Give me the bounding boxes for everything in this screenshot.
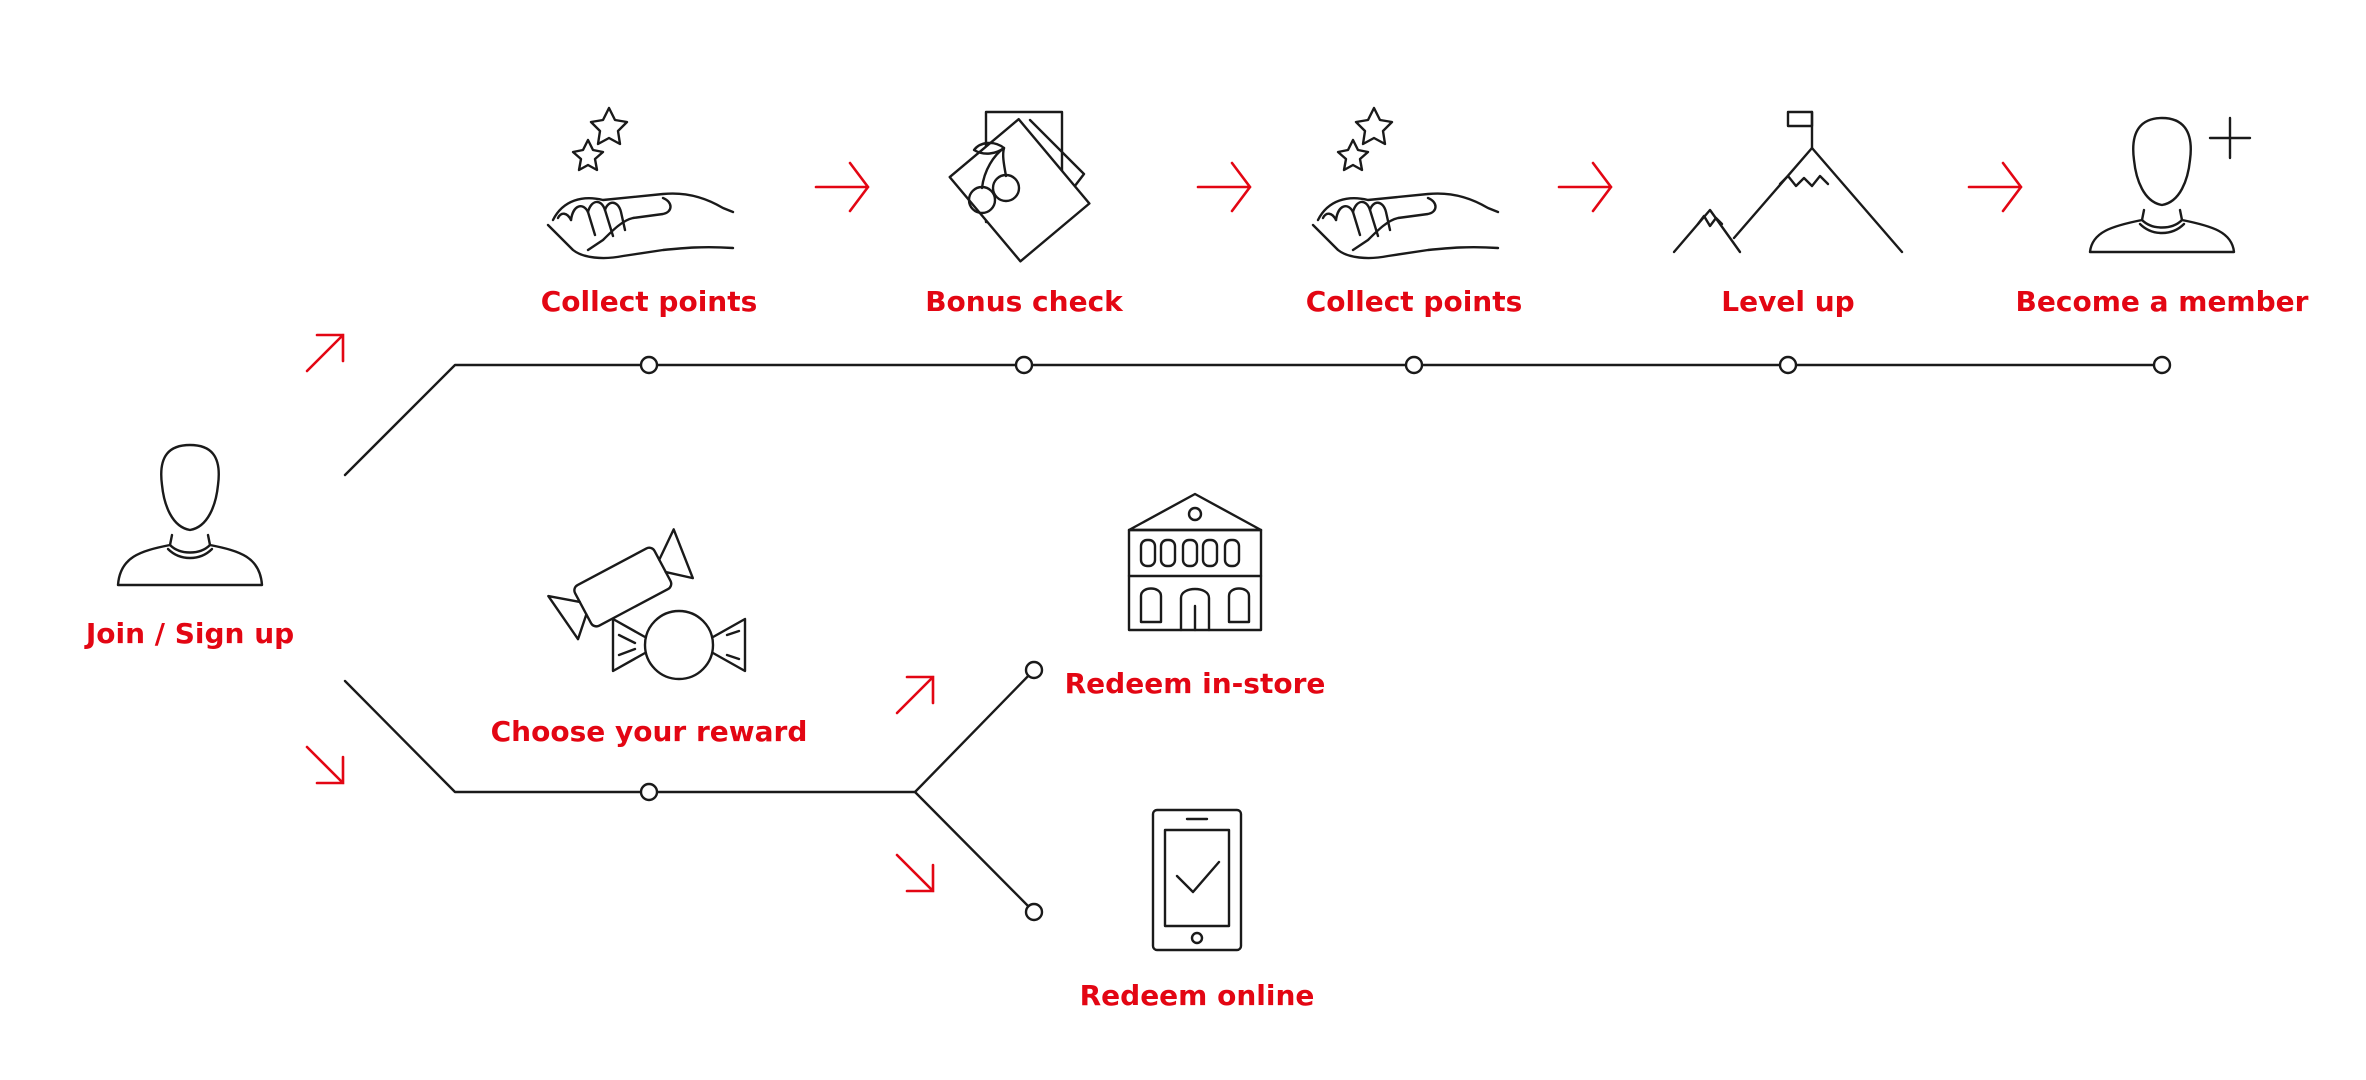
- join-sign-up-label: Join / Sign up: [85, 617, 295, 650]
- option-label-redeem-instore: Redeem in-store: [1064, 667, 1326, 700]
- arrow-right-icon: [1557, 161, 1613, 213]
- arrow-down-right-icon: [895, 853, 935, 893]
- arrow-right-icon: [1196, 161, 1252, 213]
- hand-stars-icon: [546, 106, 735, 260]
- online-branch-line: [913, 790, 1036, 914]
- node-redeem-online: [1024, 902, 1044, 922]
- candy-icon: [547, 528, 747, 681]
- node-redeem-instore: [1024, 660, 1044, 680]
- membership-path-line: [343, 363, 2164, 477]
- arrow-right-icon: [814, 161, 870, 213]
- arrow-down-right-icon: [305, 745, 345, 785]
- arrow-right-icon: [1967, 161, 2023, 213]
- hand-stars-icon: [1311, 106, 1500, 260]
- person-icon: [116, 443, 264, 587]
- reward-path-line: [343, 679, 917, 794]
- arrow-up-right-icon: [895, 675, 935, 715]
- step-label-level-up: Level up: [1721, 285, 1855, 318]
- node-bonus-check: [1014, 355, 1034, 375]
- node-level-up: [1778, 355, 1798, 375]
- arrow-up-right-icon: [305, 333, 345, 373]
- timeline-nodes: [639, 355, 2172, 922]
- step-label-collect-points-2: Collect points: [1305, 285, 1523, 318]
- option-label-redeem-online: Redeem online: [1079, 979, 1315, 1012]
- node-become-member: [2152, 355, 2172, 375]
- instore-branch-line: [913, 668, 1036, 794]
- node-collect-points-2: [1404, 355, 1424, 375]
- node-choose-reward: [639, 782, 659, 802]
- arrows: [305, 161, 2023, 893]
- mountain-flag-icon: [1672, 110, 1904, 254]
- step-label-collect-points-1: Collect points: [540, 285, 758, 318]
- person-plus-icon: [2088, 116, 2252, 254]
- step-label-become-member: Become a member: [2015, 285, 2309, 318]
- cards-cherries-icon: [948, 110, 1091, 263]
- store-building-icon: [1127, 492, 1263, 632]
- timeline-lines: [343, 363, 2164, 914]
- step-label-choose-reward: Choose your reward: [490, 715, 808, 748]
- step-label-bonus-check: Bonus check: [925, 285, 1123, 318]
- node-collect-points-1: [639, 355, 659, 375]
- smartphone-check-icon: [1151, 808, 1243, 952]
